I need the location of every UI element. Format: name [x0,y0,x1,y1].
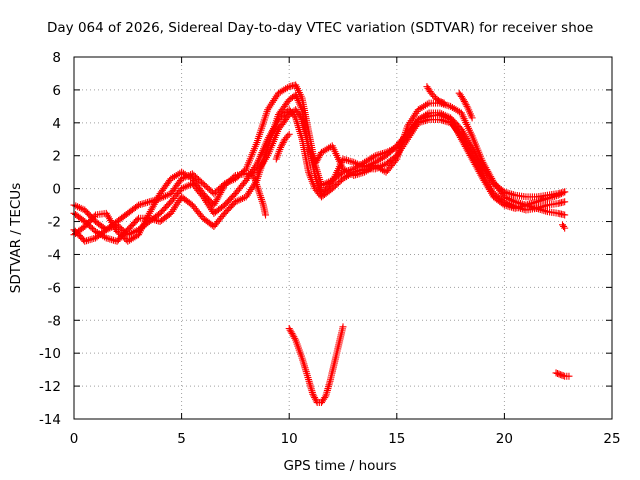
chart-title: Day 064 of 2026, Sidereal Day-to-day VTE… [47,20,593,36]
data-point [460,96,468,104]
x-tick-label: 25 [603,431,620,447]
y-tick-label: 2 [52,149,61,165]
data-point [291,334,299,342]
data-point [310,392,318,400]
data-point [311,394,319,402]
data-point [259,199,267,207]
data-point [561,211,569,219]
data-point [339,323,347,331]
data-point [311,395,319,403]
data-point [565,372,573,380]
y-tick-label: 4 [52,116,61,132]
data-point [249,173,257,181]
x-tick-label: 10 [281,431,298,447]
x-axis-label: GPS time / hours [283,458,396,474]
data-point [559,189,567,197]
data-point [262,211,270,219]
y-tick-label: -2 [48,215,61,231]
data-point [461,99,469,107]
data-point [284,132,292,140]
series-segment-8.5 [246,170,270,219]
data-point [277,142,285,150]
data-point [257,194,265,202]
y-tick-label: -10 [39,346,61,362]
data-point [460,97,468,105]
data-point [561,198,569,206]
data-point [321,394,329,402]
data-point [309,390,317,398]
y-tick-label: -14 [39,412,61,428]
x-tick-label: 5 [177,431,186,447]
plot-frame [73,56,613,420]
series-segment-8.9 [272,130,293,163]
series-late-outlier [559,221,569,232]
series-spike-16.5 [423,83,448,107]
x-tick-label: 20 [496,431,513,447]
series-spike-18 [455,89,476,122]
x-tick-label: 15 [388,431,405,447]
y-axis-label: SDTVAR / TECUs [8,183,24,293]
data-point [556,190,564,198]
data-point [258,197,266,205]
data-point [462,101,470,109]
y-tick-label: -8 [48,313,61,329]
data-point [285,130,293,138]
series-late-segment [552,369,573,380]
data-points [70,81,573,407]
data-point [554,191,562,199]
data-point [278,140,286,148]
y-tick-label: -6 [48,280,61,296]
y-tick-label: -4 [48,247,61,263]
y-tick-labels: -14 -12 -10 -8 -6 -4 -2 0 2 4 6 8 [39,50,61,428]
series-trace-4 [70,91,569,245]
data-point [557,190,565,198]
y-tick-label: -12 [39,379,61,395]
data-point [337,169,345,177]
data-point [463,102,471,110]
series-dip [285,323,347,407]
x-tick-label: 0 [70,431,79,447]
data-point [279,139,287,147]
data-point [561,188,569,196]
data-point [133,202,141,210]
y-tick-label: 6 [52,83,61,99]
y-tick-label: 0 [52,182,61,198]
data-point [440,99,448,107]
axis-ticks [73,56,613,420]
data-point [90,212,98,220]
data-point [255,188,263,196]
x-tick-labels: 0 5 10 15 20 25 [70,431,621,447]
data-point [312,397,320,405]
data-point [254,186,262,194]
data-point [133,216,141,224]
data-point [256,190,264,198]
data-point [256,192,264,200]
grid-lines [74,57,612,419]
data-point [230,173,238,181]
data-point [391,157,399,165]
data-point [258,195,266,203]
data-point [277,144,285,151]
data-point [468,114,476,122]
data-point [499,200,507,208]
data-point [561,224,569,232]
y-tick-label: 8 [52,50,61,66]
data-point [560,222,568,230]
